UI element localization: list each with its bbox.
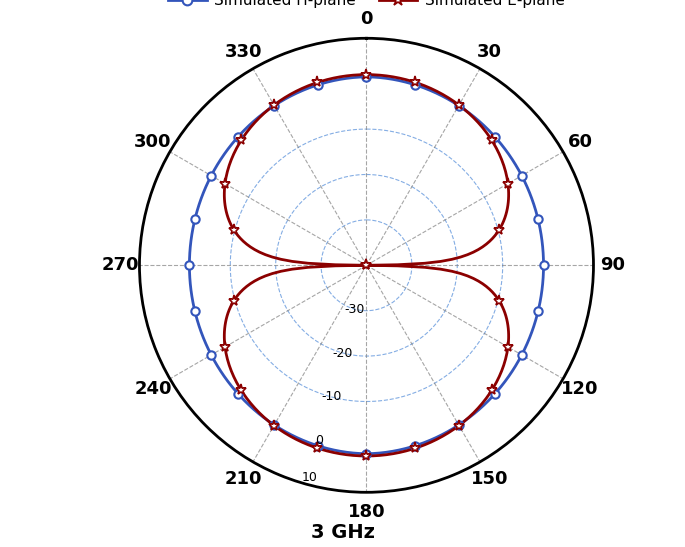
Legend: Simulated H-plane, Simulated E-plane: Simulated H-plane, Simulated E-plane — [162, 0, 571, 14]
Text: 0: 0 — [316, 434, 323, 447]
Text: -20: -20 — [333, 346, 353, 359]
Text: 10: 10 — [301, 472, 317, 485]
Text: -10: -10 — [321, 391, 341, 403]
Text: 3 GHz: 3 GHz — [310, 522, 375, 542]
Text: -30: -30 — [345, 302, 365, 316]
